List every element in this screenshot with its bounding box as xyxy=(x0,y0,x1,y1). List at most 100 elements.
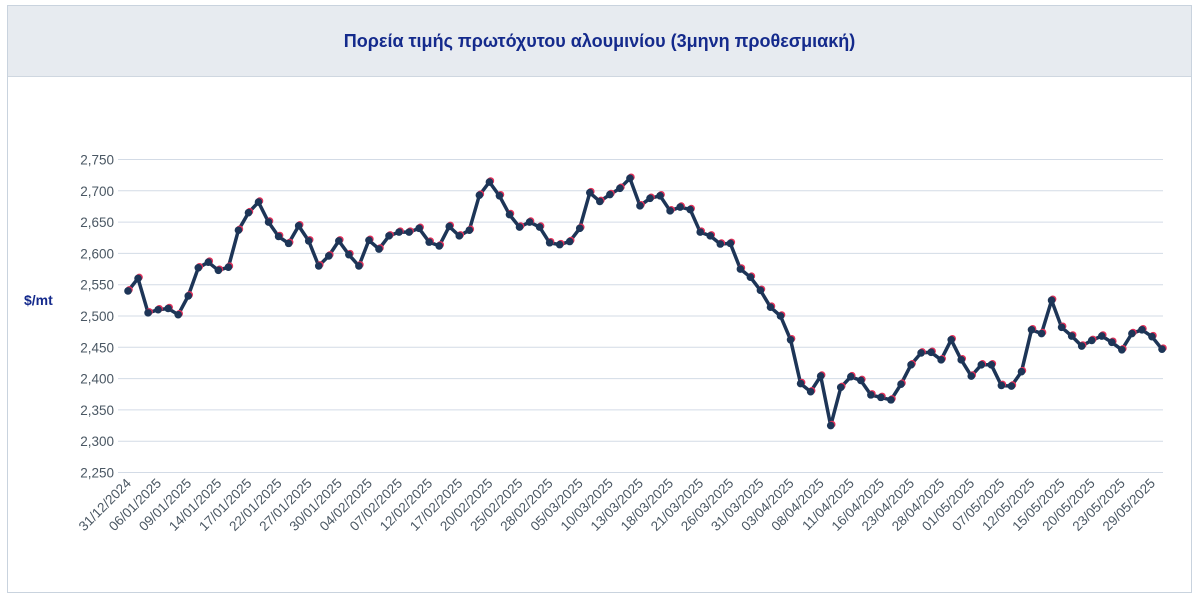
data-point[interactable] xyxy=(234,226,243,235)
data-point[interactable] xyxy=(345,250,353,259)
data-point[interactable] xyxy=(1108,338,1116,347)
data-point[interactable] xyxy=(385,232,393,240)
data-point[interactable] xyxy=(1097,332,1106,340)
data-point[interactable] xyxy=(947,335,955,344)
data-point[interactable] xyxy=(415,224,423,233)
data-point[interactable] xyxy=(726,239,735,248)
data-point[interactable] xyxy=(124,287,132,295)
data-point[interactable] xyxy=(1158,345,1166,353)
data-point[interactable] xyxy=(1148,332,1156,341)
data-point[interactable] xyxy=(475,191,484,199)
data-point[interactable] xyxy=(565,237,574,246)
data-point[interactable] xyxy=(616,184,624,193)
data-point[interactable] xyxy=(555,240,564,249)
data-point[interactable] xyxy=(585,188,594,197)
data-point[interactable] xyxy=(144,309,152,317)
data-point[interactable] xyxy=(967,372,976,380)
data-point[interactable] xyxy=(796,379,805,388)
data-point[interactable] xyxy=(897,380,905,389)
data-point[interactable] xyxy=(1027,325,1036,334)
data-point[interactable] xyxy=(626,174,634,183)
data-point[interactable] xyxy=(867,391,875,399)
data-point[interactable] xyxy=(696,228,705,236)
data-point[interactable] xyxy=(204,258,213,266)
data-point[interactable] xyxy=(1047,296,1056,305)
data-point[interactable] xyxy=(766,303,775,312)
data-point[interactable] xyxy=(927,348,935,357)
data-point[interactable] xyxy=(575,224,584,233)
data-point[interactable] xyxy=(154,305,162,314)
data-point[interactable] xyxy=(1057,323,1066,332)
data-point[interactable] xyxy=(435,242,444,250)
data-point[interactable] xyxy=(164,304,172,313)
data-point[interactable] xyxy=(335,237,343,245)
data-point[interactable] xyxy=(937,356,945,364)
data-point[interactable] xyxy=(425,238,433,246)
data-point[interactable] xyxy=(997,381,1006,390)
data-point[interactable] xyxy=(294,222,303,230)
data-point[interactable] xyxy=(746,273,755,281)
data-point[interactable] xyxy=(254,198,263,206)
data-point[interactable] xyxy=(666,207,674,215)
data-point[interactable] xyxy=(355,262,363,270)
data-point[interactable] xyxy=(636,202,644,210)
data-point[interactable] xyxy=(686,205,694,214)
data-point[interactable] xyxy=(756,286,765,295)
data-point[interactable] xyxy=(395,228,403,236)
data-point[interactable] xyxy=(314,262,323,270)
data-point[interactable] xyxy=(987,361,996,369)
data-point[interactable] xyxy=(465,226,474,235)
data-point[interactable] xyxy=(887,396,895,404)
data-point[interactable] xyxy=(535,223,544,231)
data-point[interactable] xyxy=(184,292,193,300)
data-point[interactable] xyxy=(174,310,182,319)
data-point[interactable] xyxy=(857,376,865,385)
data-point[interactable] xyxy=(485,178,494,186)
data-point[interactable] xyxy=(646,194,654,203)
data-point[interactable] xyxy=(907,361,915,369)
data-point[interactable] xyxy=(716,240,725,248)
data-point[interactable] xyxy=(786,335,795,344)
data-point[interactable] xyxy=(1087,336,1096,345)
data-point[interactable] xyxy=(515,223,524,231)
data-point[interactable] xyxy=(274,232,283,241)
data-point[interactable] xyxy=(505,210,514,219)
data-point[interactable] xyxy=(1017,367,1026,376)
data-point[interactable] xyxy=(304,237,313,245)
data-point[interactable] xyxy=(525,218,534,226)
data-point[interactable] xyxy=(836,383,845,392)
data-point[interactable] xyxy=(606,190,614,199)
data-point[interactable] xyxy=(596,197,604,206)
data-point[interactable] xyxy=(365,236,373,245)
data-point[interactable] xyxy=(405,228,413,236)
data-point[interactable] xyxy=(776,312,785,320)
data-point[interactable] xyxy=(736,265,745,273)
data-point[interactable] xyxy=(1118,346,1126,354)
data-point[interactable] xyxy=(1077,342,1086,350)
data-point[interactable] xyxy=(1037,329,1046,338)
data-point[interactable] xyxy=(877,393,885,402)
data-point[interactable] xyxy=(214,266,223,275)
data-point[interactable] xyxy=(977,361,986,369)
data-point[interactable] xyxy=(324,252,333,260)
data-point[interactable] xyxy=(676,203,684,211)
data-point[interactable] xyxy=(1067,332,1076,340)
data-point[interactable] xyxy=(816,372,825,380)
data-point[interactable] xyxy=(495,192,504,200)
data-point[interactable] xyxy=(826,421,835,430)
data-point[interactable] xyxy=(264,218,273,226)
data-point[interactable] xyxy=(917,349,925,357)
data-point[interactable] xyxy=(375,245,383,253)
data-point[interactable] xyxy=(284,239,293,248)
data-point[interactable] xyxy=(846,372,855,381)
data-point[interactable] xyxy=(1128,329,1136,338)
data-point[interactable] xyxy=(656,192,664,200)
data-point[interactable] xyxy=(545,238,554,247)
data-point[interactable] xyxy=(244,208,253,217)
data-point[interactable] xyxy=(224,263,233,271)
data-point[interactable] xyxy=(455,232,464,240)
data-point[interactable] xyxy=(706,232,715,240)
data-point[interactable] xyxy=(134,274,142,283)
data-point[interactable] xyxy=(806,387,815,396)
data-point[interactable] xyxy=(957,356,966,364)
